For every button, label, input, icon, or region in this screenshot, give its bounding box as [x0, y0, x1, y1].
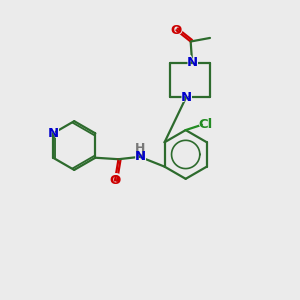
Text: N: N: [47, 127, 59, 140]
Text: N: N: [185, 56, 199, 70]
Text: H: H: [134, 149, 146, 164]
Text: H: H: [135, 150, 145, 163]
Text: N: N: [46, 126, 60, 141]
Text: H: H: [135, 142, 145, 155]
Text: N: N: [134, 150, 146, 163]
Text: O: O: [169, 23, 183, 38]
Text: Cl: Cl: [199, 118, 213, 131]
Text: O: O: [171, 24, 182, 37]
Text: N: N: [187, 56, 198, 69]
Text: N: N: [181, 91, 192, 104]
Text: Cl: Cl: [197, 117, 214, 132]
Text: N: N: [179, 90, 193, 105]
Text: O: O: [109, 174, 121, 187]
Text: H: H: [134, 141, 146, 156]
Text: O: O: [108, 173, 122, 188]
Text: N: N: [133, 149, 147, 164]
